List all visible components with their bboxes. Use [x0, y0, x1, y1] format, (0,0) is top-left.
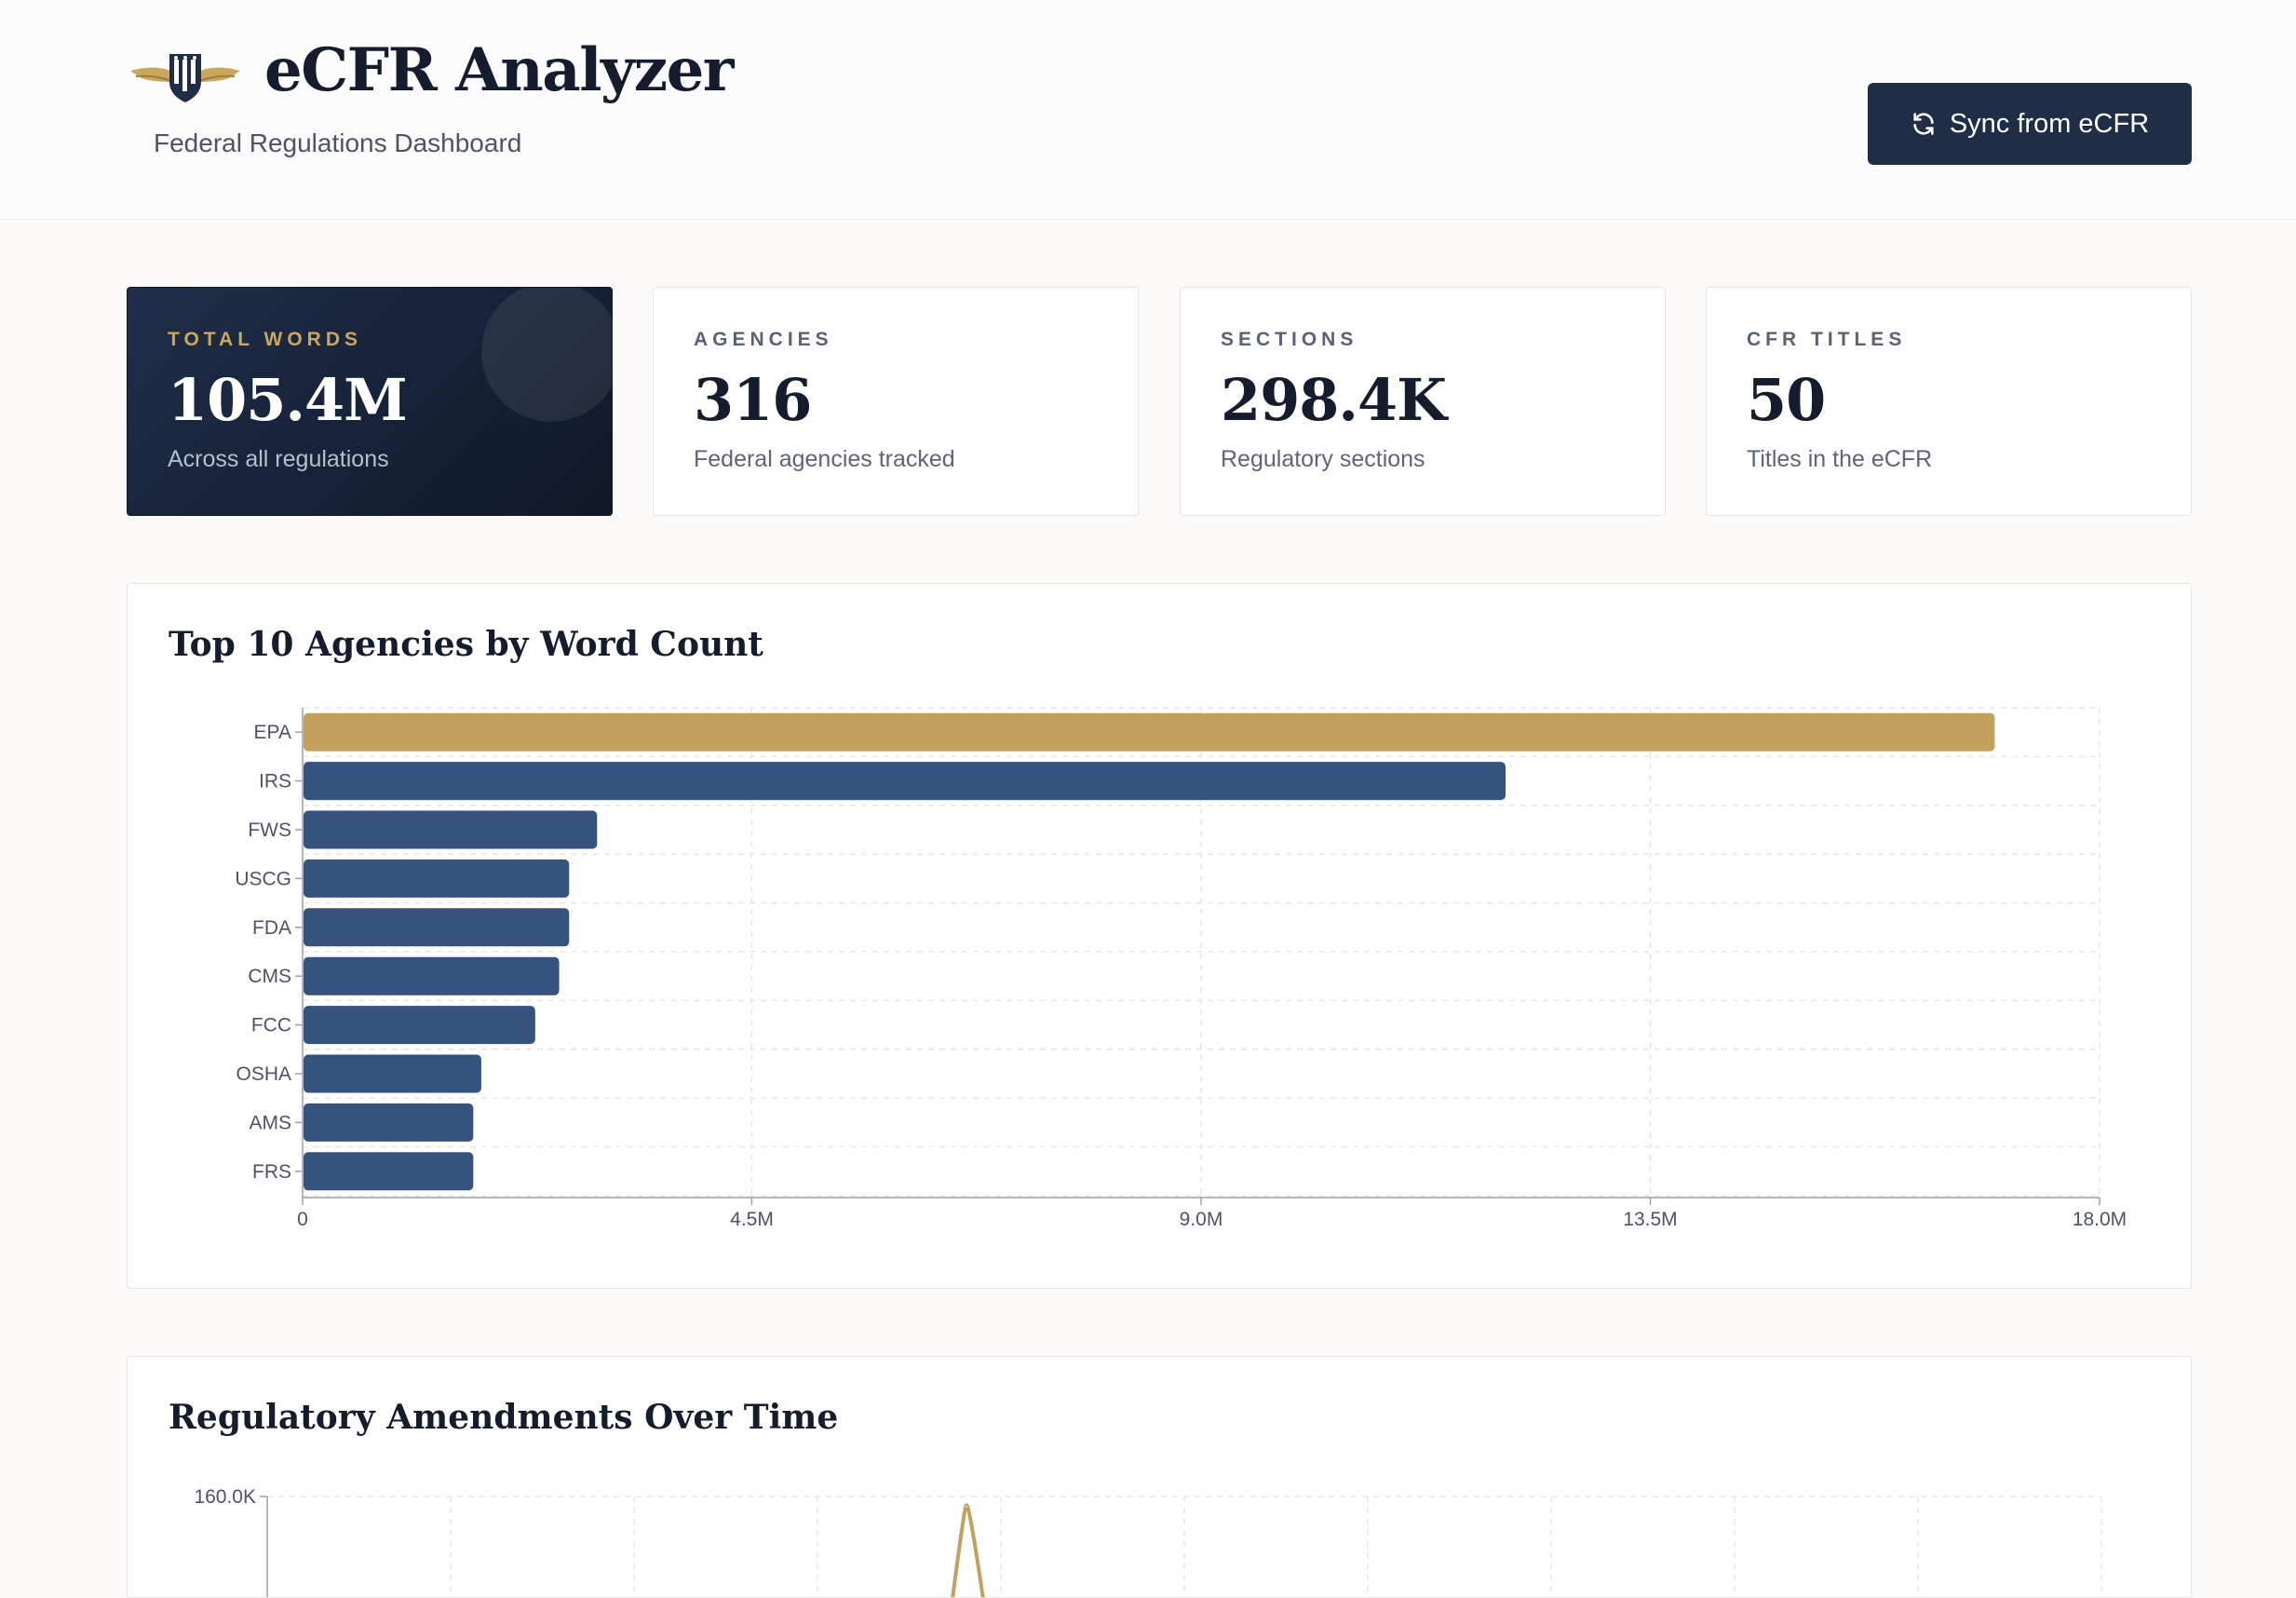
- chart-title: Top 10 Agencies by Word Count: [169, 625, 763, 664]
- stat-description: Across all regulations: [168, 446, 389, 472]
- bar-frs[interactable]: [304, 1152, 474, 1191]
- stat-label: AGENCIES: [694, 329, 833, 350]
- category-label: USCG: [235, 868, 291, 889]
- bar-epa[interactable]: [304, 712, 1995, 752]
- stat-card-total-words: TOTAL WORDS 105.4M Across all regulation…: [127, 287, 613, 516]
- app-header: eCFR Analyzer Federal Regulations Dashbo…: [0, 0, 2296, 220]
- stat-value: 105.4M: [168, 366, 408, 434]
- sync-button[interactable]: Sync from eCFR: [1868, 83, 2192, 165]
- stat-label: CFR TITLES: [1747, 329, 1907, 350]
- x-tick-label: 4.5M: [730, 1209, 774, 1230]
- category-label: FRS: [252, 1161, 291, 1183]
- agencies-bar-chart: EPA IRS FWS USCG FDA CMS FCC OSHA AMS FRS 0 4.5M 9.0…: [235, 707, 2127, 1230]
- x-tick-label: 18.0M: [2073, 1209, 2127, 1230]
- eagle-shield-icon: [130, 54, 240, 102]
- bar-fws[interactable]: [304, 810, 598, 849]
- stat-card-agencies: AGENCIES 316 Federal agencies tracked: [653, 287, 1139, 516]
- x-tick-label: 13.5M: [1623, 1209, 1677, 1230]
- category-label: FCC: [251, 1015, 291, 1036]
- category-label: FDA: [252, 917, 291, 939]
- bar-irs[interactable]: [304, 762, 1506, 801]
- x-tick-label: 0: [297, 1209, 308, 1230]
- category-label: FWS: [248, 819, 291, 841]
- stat-label: SECTIONS: [1221, 329, 1358, 350]
- category-label: AMS: [249, 1112, 291, 1133]
- category-label: EPA: [254, 722, 291, 743]
- category-label: IRS: [259, 771, 291, 792]
- stat-description: Regulatory sections: [1221, 446, 1425, 472]
- category-label: OSHA: [236, 1063, 291, 1085]
- bar-cms[interactable]: [304, 956, 560, 995]
- bar-fda[interactable]: [304, 908, 570, 947]
- stat-value: 50: [1747, 366, 1826, 434]
- stat-card-sections: SECTIONS 298.4K Regulatory sections: [1180, 287, 1666, 516]
- agencies-chart-panel: Top 10 Agencies by Word Count EPA IRS FWS U…: [127, 583, 2192, 1289]
- stat-card-cfr-titles: CFR TITLES 50 Titles in the eCFR: [1706, 287, 2192, 516]
- stat-value: 316: [694, 366, 812, 434]
- amendments-line: [951, 1503, 985, 1597]
- x-tick-label: 9.0M: [1180, 1209, 1223, 1230]
- category-label: CMS: [248, 966, 291, 987]
- bar-osha[interactable]: [304, 1054, 481, 1093]
- bar-fcc[interactable]: [304, 1006, 535, 1045]
- chart-title: Regulatory Amendments Over Time: [169, 1398, 839, 1437]
- bar-ams[interactable]: [304, 1103, 474, 1142]
- stat-description: Titles in the eCFR: [1747, 446, 1933, 472]
- app-subtitle: Federal Regulations Dashboard: [154, 129, 522, 157]
- stat-description: Federal agencies tracked: [694, 446, 955, 472]
- amendments-chart-panel: Regulatory Amendments Over Time 160.0K: [127, 1356, 2192, 1598]
- amendments-line-chart: 160.0K: [194, 1486, 2102, 1597]
- stat-label: TOTAL WORDS: [168, 329, 362, 350]
- sync-button-label: Sync from eCFR: [1949, 108, 2150, 139]
- bar-uscg[interactable]: [304, 859, 570, 898]
- refresh-icon: [1913, 113, 1934, 135]
- stat-value: 298.4K: [1221, 366, 1447, 434]
- app-title: eCFR Analyzer: [264, 35, 735, 105]
- y-tick-label: 160.0K: [194, 1486, 256, 1508]
- card-decoration: [481, 288, 612, 422]
